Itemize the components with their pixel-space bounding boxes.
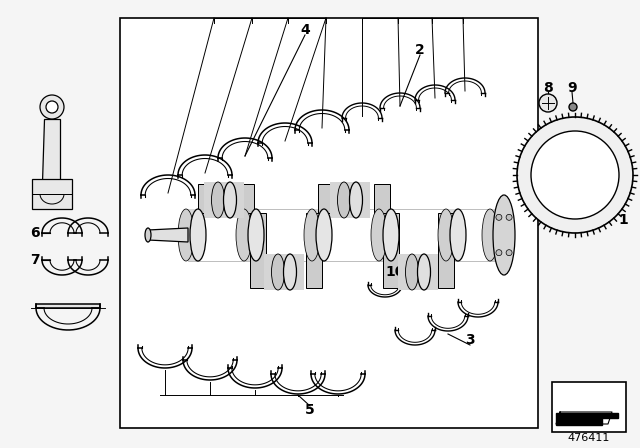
- Ellipse shape: [383, 209, 399, 261]
- Bar: [120, 18, 538, 428]
- Ellipse shape: [284, 254, 296, 290]
- Bar: [242, 209, 258, 261]
- Text: 7: 7: [30, 253, 40, 267]
- Text: 8: 8: [543, 81, 553, 95]
- Polygon shape: [556, 413, 618, 425]
- Circle shape: [506, 250, 512, 256]
- Polygon shape: [306, 213, 322, 288]
- Polygon shape: [198, 184, 214, 213]
- Polygon shape: [250, 213, 266, 288]
- Ellipse shape: [178, 209, 194, 261]
- Bar: [310, 209, 326, 261]
- Circle shape: [531, 131, 619, 219]
- Ellipse shape: [248, 209, 264, 261]
- Circle shape: [496, 250, 502, 256]
- Circle shape: [569, 103, 577, 111]
- Bar: [377, 209, 393, 261]
- Bar: [36, 304, 100, 308]
- Ellipse shape: [190, 209, 206, 261]
- Text: 9: 9: [567, 81, 577, 95]
- Text: 5: 5: [305, 403, 315, 417]
- Bar: [398, 254, 438, 290]
- Text: 4: 4: [300, 23, 310, 37]
- Circle shape: [496, 214, 502, 220]
- Circle shape: [539, 94, 557, 112]
- Bar: [32, 179, 72, 209]
- Polygon shape: [438, 213, 454, 288]
- Polygon shape: [374, 184, 390, 213]
- Text: 6: 6: [30, 226, 40, 240]
- Ellipse shape: [482, 209, 498, 261]
- Ellipse shape: [337, 182, 351, 218]
- Text: 10: 10: [385, 265, 404, 279]
- Ellipse shape: [406, 254, 419, 290]
- Ellipse shape: [316, 209, 332, 261]
- Ellipse shape: [438, 209, 454, 261]
- Bar: [444, 209, 460, 261]
- Polygon shape: [148, 228, 188, 242]
- Ellipse shape: [211, 182, 225, 218]
- Ellipse shape: [450, 209, 466, 261]
- Bar: [488, 209, 504, 261]
- Polygon shape: [238, 184, 254, 213]
- Polygon shape: [42, 119, 60, 182]
- Ellipse shape: [417, 254, 431, 290]
- Bar: [204, 182, 244, 218]
- Ellipse shape: [223, 182, 237, 218]
- Text: 476411: 476411: [568, 433, 610, 443]
- Ellipse shape: [145, 228, 151, 242]
- Ellipse shape: [349, 182, 362, 218]
- Ellipse shape: [371, 209, 387, 261]
- Bar: [264, 254, 304, 290]
- Polygon shape: [318, 184, 334, 213]
- Circle shape: [46, 101, 58, 113]
- Bar: [552, 382, 626, 432]
- Circle shape: [40, 95, 64, 119]
- Bar: [330, 182, 370, 218]
- Bar: [184, 209, 200, 261]
- Ellipse shape: [236, 209, 252, 261]
- Circle shape: [506, 214, 512, 220]
- Ellipse shape: [304, 209, 320, 261]
- Text: 1: 1: [618, 213, 628, 227]
- Ellipse shape: [271, 254, 285, 290]
- Text: 3: 3: [465, 333, 475, 347]
- Circle shape: [517, 117, 633, 233]
- Ellipse shape: [494, 209, 510, 261]
- Ellipse shape: [493, 195, 515, 275]
- Polygon shape: [383, 213, 399, 288]
- Text: 2: 2: [415, 43, 425, 57]
